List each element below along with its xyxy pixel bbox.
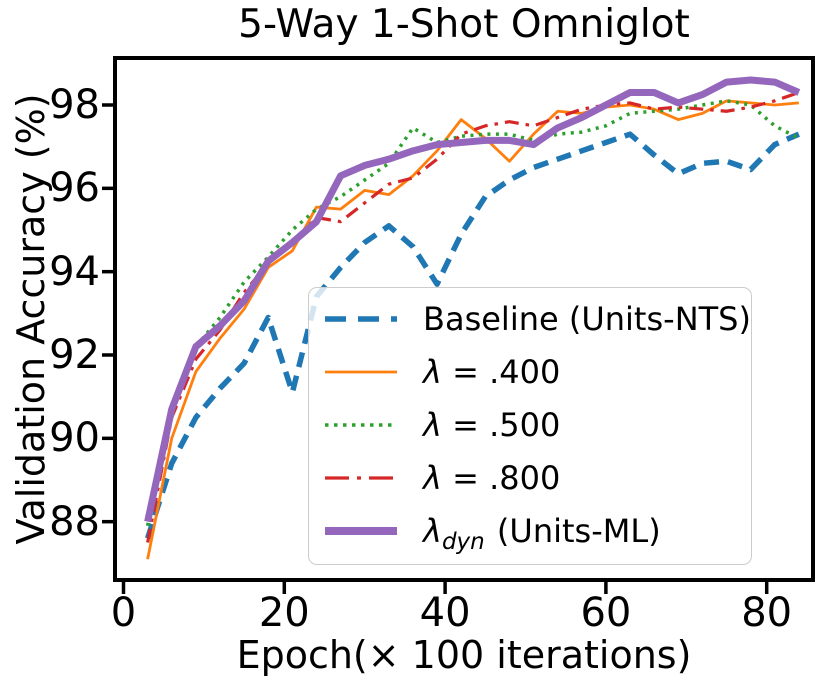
- legend-label: λ = .500: [423, 405, 561, 444]
- x-tick-label: 40: [419, 590, 471, 636]
- series-line-baseline-units-nts: [145, 131, 800, 540]
- x-tick-label: 80: [741, 590, 793, 636]
- x-axis-label: Epoch(× 100 iterations): [236, 633, 692, 677]
- y-tick-label: 92: [49, 332, 100, 378]
- y-tick-label: 98: [49, 82, 100, 128]
- x-tick-label: 0: [110, 590, 137, 636]
- legend-label: λdyn (Units-ML): [423, 511, 661, 555]
- y-tick-label: 96: [49, 165, 100, 212]
- legend-line-sample-dashdot: [325, 475, 397, 480]
- x-tick-label: 60: [580, 590, 632, 636]
- axes-spines: [113, 56, 815, 582]
- legend-item: λ = .800: [309, 451, 751, 504]
- legend: Baseline (Units-NTS) λ = .400 λ = .500 λ = …: [308, 287, 752, 565]
- y-tick-label: 88: [49, 498, 100, 545]
- legend-label: λ = .800: [423, 458, 561, 497]
- series-line-lambda-400: [146, 99, 799, 560]
- legend-label: Baseline (Units-NTS): [423, 299, 751, 338]
- legend-line-sample-solid: [325, 526, 397, 535]
- legend-item: λ = .500: [309, 398, 751, 451]
- legend-label: λ = .400: [423, 352, 561, 391]
- legend-item: λ = .400: [309, 345, 751, 398]
- series-line-lambda-dyn: [144, 76, 801, 523]
- x-tick-label: 20: [258, 590, 310, 636]
- y-tick-label: 94: [49, 248, 100, 295]
- legend-item: λdyn (Units-ML): [309, 504, 751, 557]
- legend-line-sample-solid: [325, 370, 397, 373]
- series-line-lambda-500: [145, 99, 800, 527]
- legend-item: Baseline (Units-NTS): [309, 292, 751, 345]
- y-tick-label: 90: [49, 415, 100, 462]
- chart-title: 5-Way 1-Shot Omniglot: [238, 2, 690, 47]
- legend-line-sample-dotted: [325, 422, 397, 427]
- legend-line-sample-dashed: [325, 315, 397, 322]
